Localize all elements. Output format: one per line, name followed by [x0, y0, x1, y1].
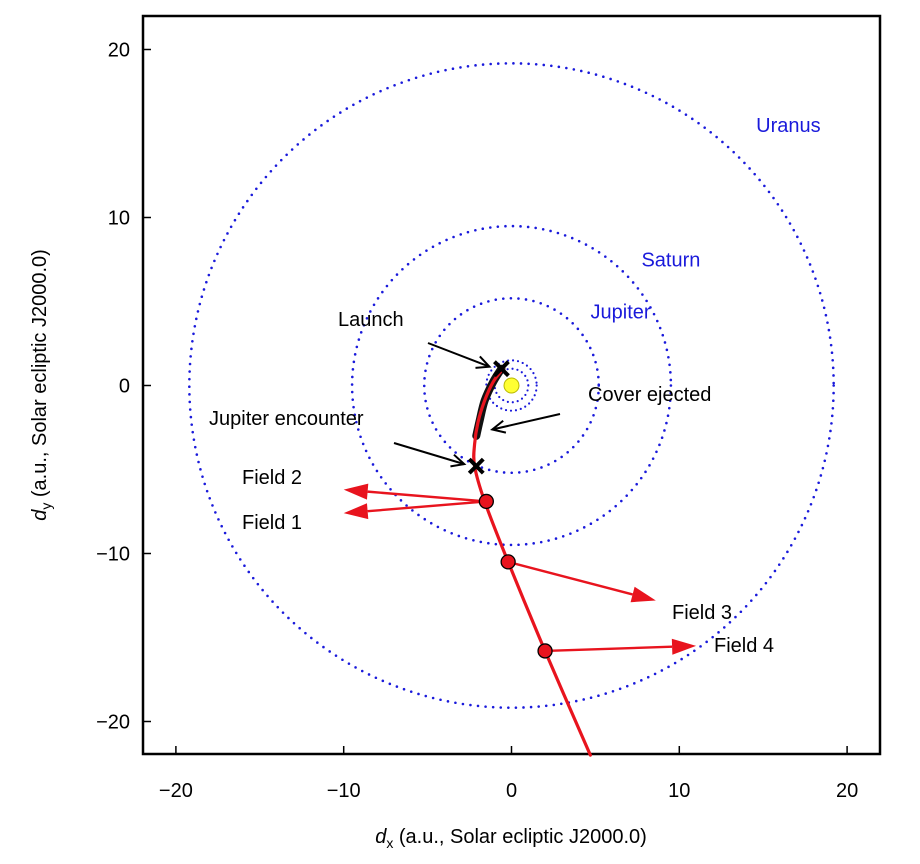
- encounter-arrow-head: [450, 453, 467, 468]
- y-axis-title: dy (a.u., Solar ecliptic J2000.0): [29, 249, 54, 521]
- field-4-arrow-head: [671, 638, 697, 655]
- field-arrows: [343, 483, 697, 655]
- x-tick-label: 10: [668, 780, 690, 802]
- x-axis-title: dx (a.u., Solar ecliptic J2000.0): [375, 826, 647, 851]
- field-2-arrow-head: [343, 483, 369, 500]
- trajectory-line: [472, 367, 592, 757]
- field-point: [478, 493, 494, 510]
- trajectory-layer: [472, 364, 592, 757]
- inner-orbit-1: [485, 359, 538, 412]
- field-point: [537, 643, 553, 659]
- field-2-label: Field 2: [242, 467, 302, 489]
- jupiter-encounter-marker: [467, 457, 485, 475]
- field-1-arrow-head: [343, 503, 369, 520]
- y-tick-label: −10: [96, 544, 130, 566]
- x-tick-label: −10: [327, 780, 361, 802]
- saturn-orbit: [350, 224, 673, 547]
- marker-stroke: [493, 360, 510, 378]
- saturn-label: Saturn: [641, 250, 700, 272]
- launch-arrow-line: [427, 342, 490, 368]
- encounter-arrow-line: [393, 442, 465, 466]
- y-tick-label: 10: [108, 208, 130, 230]
- jupiter-label: Jupiter: [591, 302, 651, 324]
- field-4-arrow-shaft: [545, 645, 673, 653]
- cover-ejected-arrow-head: [490, 419, 507, 434]
- x-tick-label: 0: [506, 780, 517, 802]
- launch-label: Launch: [338, 309, 404, 331]
- y-tick-label: −20: [96, 712, 130, 734]
- x-tick-label: −20: [159, 780, 193, 802]
- axis-ticks: −20 −10 0 10 20 −20 −10 0 10 20: [96, 40, 858, 803]
- jupiter-orbit: [422, 296, 601, 475]
- field-point: [500, 554, 516, 570]
- launch-marker: [493, 360, 510, 378]
- field-3-arrow-head: [630, 586, 656, 603]
- x-tick-label: 20: [836, 780, 858, 802]
- field-2-arrow-shaft: [367, 490, 487, 503]
- points-layer: [467, 360, 553, 659]
- y-tick-label: 0: [119, 376, 130, 398]
- inner-orbit-2: [493, 367, 530, 404]
- uranus-orbit: [188, 62, 835, 709]
- jupiter-encounter-label: Jupiter encounter: [209, 408, 364, 430]
- field-1-label: Field 1: [242, 512, 302, 534]
- cover-ejected-arrow-line: [492, 413, 561, 431]
- field-3-arrow-shaft: [507, 560, 633, 596]
- sun-marker: [503, 377, 520, 394]
- launch-arrow-head: [475, 355, 492, 369]
- field-4-label: Field 4: [714, 635, 774, 657]
- y-tick-label: 20: [108, 40, 130, 62]
- field-1-arrow-shaft: [367, 500, 487, 513]
- marker-stroke: [467, 457, 485, 475]
- field-3-label: Field 3: [672, 602, 732, 624]
- cover-ejected-label: Cover ejected: [588, 384, 711, 406]
- uranus-label: Uranus: [756, 115, 820, 137]
- orbits: [188, 62, 835, 709]
- annotations: Jupiter Saturn Uranus Launch Jupiter encount…: [209, 115, 821, 657]
